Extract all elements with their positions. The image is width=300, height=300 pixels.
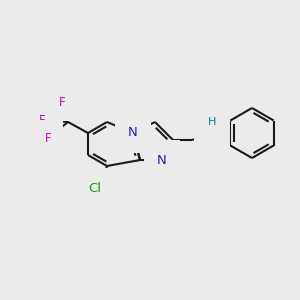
Text: N: N <box>207 127 217 140</box>
Text: F: F <box>59 97 65 110</box>
Text: H: H <box>208 117 216 127</box>
Text: F: F <box>45 131 51 145</box>
Text: F: F <box>39 113 45 127</box>
Text: Cl: Cl <box>88 182 101 194</box>
Text: N: N <box>157 154 167 166</box>
Text: N: N <box>128 127 138 140</box>
